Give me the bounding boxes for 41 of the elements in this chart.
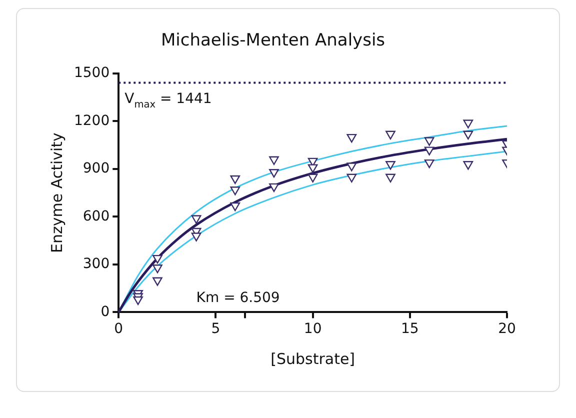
point <box>269 156 279 165</box>
y-tick-label: 300 <box>82 256 110 272</box>
point <box>463 161 474 170</box>
point <box>463 120 474 128</box>
y-tick-label: 900 <box>82 160 110 177</box>
y-tick-label: 1200 <box>74 112 110 129</box>
point <box>230 186 240 196</box>
x-tick-label: 10 <box>304 321 322 338</box>
y-axis-title: Enzyme Activity <box>48 132 66 254</box>
point <box>191 232 202 242</box>
point <box>463 130 474 140</box>
point <box>308 174 318 182</box>
point <box>346 174 357 182</box>
x-tick-label: 5 <box>211 321 220 338</box>
point <box>424 137 434 146</box>
point <box>230 202 240 212</box>
x-tick-label: 15 <box>400 321 419 338</box>
point <box>230 175 240 184</box>
x-axis-title: [Substrate] <box>270 350 356 368</box>
point <box>152 254 162 264</box>
point <box>133 296 143 306</box>
chart-title: Michaelis-Menten Analysis <box>160 30 386 51</box>
point <box>424 146 434 156</box>
point <box>152 277 162 286</box>
point <box>269 169 279 178</box>
annotation: Km = 6.509 <box>196 290 280 306</box>
point <box>386 161 396 170</box>
point <box>386 130 396 140</box>
y-tick-label: 1500 <box>74 65 110 82</box>
point <box>424 159 434 168</box>
point <box>386 174 396 182</box>
y-tick-label: 600 <box>82 208 110 224</box>
x-tick-label: 20 <box>498 321 516 338</box>
x-tick-label: 0 <box>114 321 124 338</box>
point <box>152 264 162 274</box>
point <box>346 134 357 143</box>
point <box>346 162 357 172</box>
y-tick-label: 0 <box>100 304 110 320</box>
point <box>191 215 202 224</box>
point <box>308 164 318 173</box>
point <box>269 183 279 192</box>
